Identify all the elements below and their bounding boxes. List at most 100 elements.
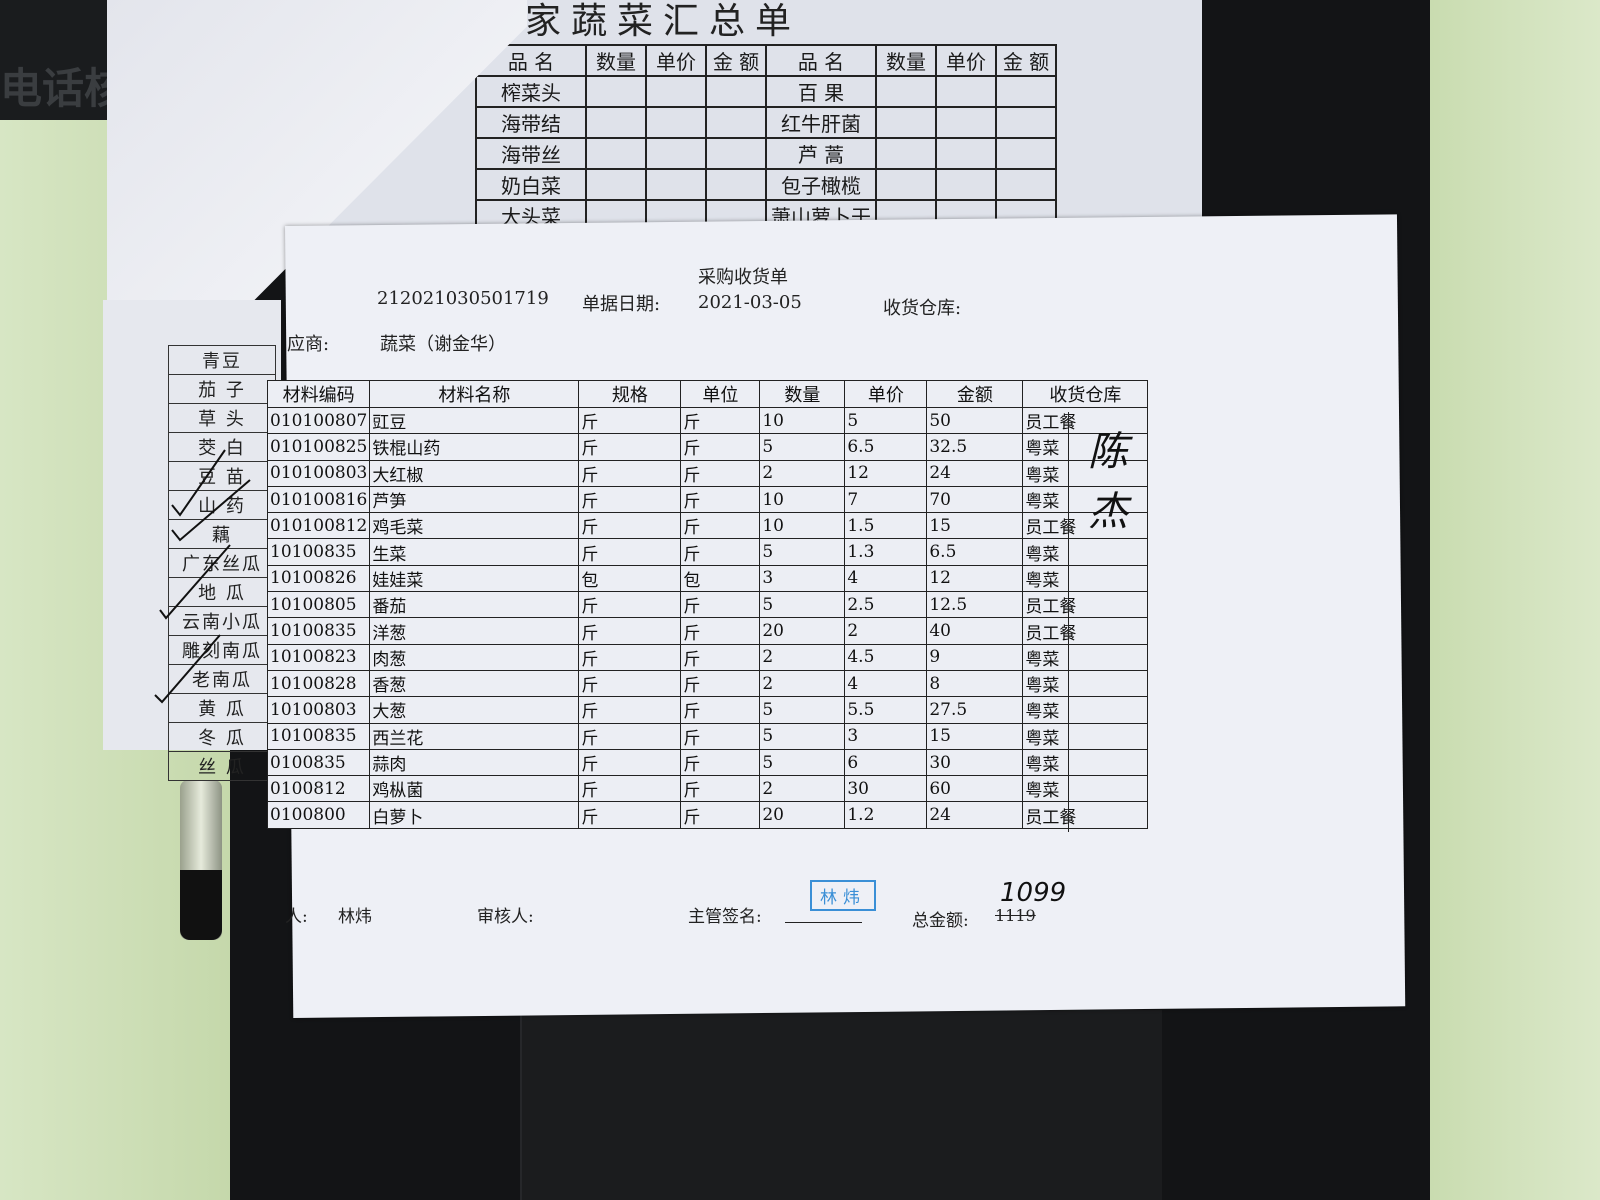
summary-header-cell: 金 额: [705, 44, 767, 77]
material-name-cell: 洋葱: [369, 617, 580, 645]
summary-empty-cell: [875, 137, 937, 170]
doc-number: 212021030501719: [377, 288, 549, 309]
summary-empty-cell: [705, 137, 767, 170]
printed-total-struck: 1119: [995, 906, 1036, 925]
amount-cell: 15: [926, 512, 1024, 540]
column-header: 数量: [759, 380, 846, 408]
summary-item-cell: 芦 蒿: [765, 137, 877, 170]
unit-price-cell: 7: [844, 485, 928, 514]
total-label: 总金额:: [912, 911, 969, 931]
material-name-cell: 西兰花: [369, 722, 580, 750]
spec-cell: 斤: [578, 538, 682, 566]
summary-row: 海带结 红牛肝菌: [475, 106, 1057, 139]
table-row: 10100835 生菜斤斤 5 1.3 6.5 粤菜: [266, 538, 1149, 566]
warehouse-cell: 粤菜: [1022, 722, 1149, 750]
summary-item-cell: 榨菜头: [475, 75, 587, 108]
material-code-cell: 10100828: [266, 669, 371, 698]
maker-value: 林炜: [338, 907, 372, 927]
material-code-cell: 10100823: [266, 643, 371, 671]
unit-cell: 斤: [680, 459, 761, 487]
summary-item-cell: 海带丝: [475, 137, 587, 170]
material-name-cell: 芦笋: [369, 485, 580, 514]
side-list-item: 老南瓜: [168, 664, 276, 694]
unit-price-cell: 1.2: [844, 801, 928, 829]
quantity-cell: 2: [759, 669, 846, 698]
summary-empty-cell: [935, 75, 997, 108]
spec-cell: 斤: [578, 722, 682, 750]
summary-empty-cell: [875, 168, 937, 201]
summary-empty-cell: [935, 106, 997, 139]
spec-cell: 斤: [578, 617, 682, 645]
summary-empty-cell: [585, 75, 647, 108]
warehouse-cell: 粤菜: [1022, 669, 1149, 698]
table-row: 010100807 豇豆斤斤 10 5 50 员工餐: [266, 406, 1149, 435]
material-code-cell: 10100826: [266, 564, 371, 593]
amount-cell: 32.5: [926, 433, 1024, 461]
material-name-cell: 蒜肉: [369, 748, 580, 777]
unit-price-cell: 4: [844, 669, 928, 698]
spec-cell: 包: [578, 564, 682, 593]
unit-cell: 斤: [680, 406, 761, 435]
material-code-cell: 0100800: [266, 801, 371, 829]
summary-header-cell: 单价: [935, 44, 997, 77]
summary-empty-cell: [705, 106, 767, 139]
unit-price-cell: 3: [844, 722, 928, 750]
unit-price-cell: 2: [844, 617, 928, 645]
table-row: 10100805 番茄斤斤 5 2.5 12.5 员工餐: [266, 591, 1149, 619]
tray-slot: [520, 1010, 1162, 1200]
name-stamp: 林炜: [810, 880, 876, 911]
unit-price-cell: 1.5: [844, 512, 928, 540]
material-code-cell: 010100825: [266, 433, 371, 461]
amount-cell: 12: [926, 564, 1024, 593]
material-code-cell: 0100812: [266, 775, 371, 803]
handwritten-signature: 陈杰: [1081, 430, 1127, 550]
warehouse-cell: 粤菜: [1022, 775, 1149, 803]
quantity-cell: 5: [759, 748, 846, 777]
side-list-item: 丝 瓜: [168, 751, 276, 781]
quantity-cell: 2: [759, 643, 846, 671]
summary-empty-cell: [995, 75, 1057, 108]
warehouse-cell: 粤菜: [1022, 433, 1149, 461]
column-header: 金额: [926, 380, 1024, 408]
amount-cell: 50: [926, 406, 1024, 435]
wall-sign: [0, 0, 110, 120]
column-header: 单位: [680, 380, 761, 408]
side-list-row: 老南瓜: [168, 664, 276, 694]
unit-cell: 斤: [680, 801, 761, 829]
table-header-row: 材料编码 材料名称 规格 单位 数量 单价 金额 收货仓库: [266, 380, 1149, 408]
unit-cell: 斤: [680, 643, 761, 671]
summary-empty-cell: [995, 106, 1057, 139]
material-code-cell: 10100803: [266, 696, 371, 724]
side-list-row: 青豆: [168, 345, 276, 375]
unit-cell: 斤: [680, 775, 761, 803]
amount-cell: 24: [926, 459, 1024, 487]
warehouse-cell: 粤菜: [1022, 643, 1149, 671]
quantity-cell: 10: [759, 512, 846, 540]
quantity-cell: 5: [759, 538, 846, 566]
summary-empty-cell: [935, 137, 997, 170]
material-name-cell: 香葱: [369, 669, 580, 698]
unit-price-cell: 5.5: [844, 696, 928, 724]
side-list-item: 草 头: [168, 403, 276, 433]
warehouse-cell: 粤菜: [1022, 564, 1149, 593]
summary-empty-cell: [645, 137, 707, 170]
summary-item-cell: 包子橄榄: [765, 168, 877, 201]
maker-label: 人:: [285, 907, 308, 927]
summary-header-cell: 金 额: [995, 44, 1057, 77]
table-row: 10100823 肉葱斤斤 2 4.5 9 粤菜: [266, 643, 1149, 671]
unit-cell: 斤: [680, 617, 761, 645]
side-list-item: 茄 子: [168, 374, 276, 404]
spec-cell: 斤: [578, 696, 682, 724]
summary-item-cell: 百 果: [765, 75, 877, 108]
wall-sign-text: 电话核: [0, 64, 127, 113]
amount-cell: 30: [926, 748, 1024, 777]
material-name-cell: 娃娃菜: [369, 564, 580, 593]
side-list-row: 草 头: [168, 403, 276, 433]
material-name-cell: 大葱: [369, 696, 580, 724]
summary-item-cell: 奶白菜: [475, 168, 587, 201]
spec-cell: 斤: [578, 669, 682, 698]
amount-cell: 70: [926, 485, 1024, 514]
material-name-cell: 豇豆: [369, 406, 580, 435]
material-code-cell: 10100835: [266, 538, 371, 566]
summary-empty-cell: [705, 75, 767, 108]
